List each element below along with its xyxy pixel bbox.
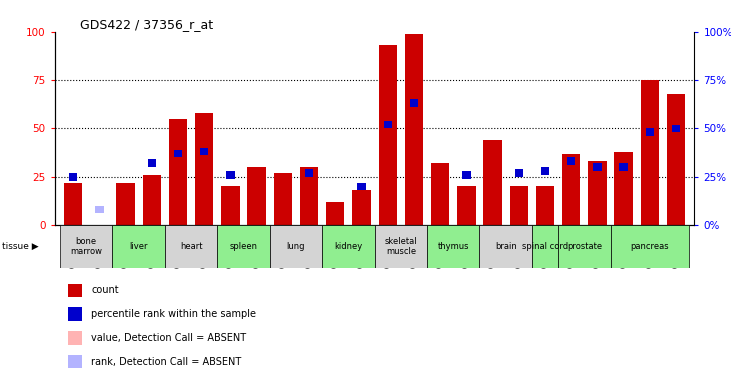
Bar [667, 94, 685, 225]
Text: kidney: kidney [334, 242, 363, 251]
Text: bone
marrow: bone marrow [70, 237, 102, 256]
Bar [410, 99, 418, 107]
Bar [588, 161, 607, 225]
Bar [169, 119, 187, 225]
Text: value, Detection Call = ABSENT: value, Detection Call = ABSENT [91, 333, 246, 343]
Bar [273, 173, 292, 225]
Bar [227, 171, 235, 178]
Bar [116, 183, 135, 225]
Bar [221, 186, 240, 225]
Bar [536, 186, 554, 225]
Bar [532, 225, 558, 268]
Bar [379, 45, 397, 225]
Bar [541, 167, 549, 175]
Bar [64, 183, 83, 225]
Bar [322, 225, 374, 268]
Bar [67, 308, 82, 321]
Bar [67, 331, 82, 345]
Bar [558, 225, 610, 268]
Bar [431, 163, 450, 225]
Text: tissue ▶: tissue ▶ [2, 242, 39, 251]
Bar [67, 284, 82, 297]
Bar [619, 163, 628, 171]
Bar [67, 355, 82, 368]
Text: spinal cord: spinal cord [522, 242, 568, 251]
Bar [357, 183, 366, 190]
Bar [615, 152, 633, 225]
Bar [326, 202, 344, 225]
Bar [143, 175, 161, 225]
Text: skeletal
muscle: skeletal muscle [385, 237, 417, 256]
Text: rank, Detection Call = ABSENT: rank, Detection Call = ABSENT [91, 357, 241, 367]
Bar [594, 163, 602, 171]
Bar [60, 225, 113, 268]
Text: lung: lung [287, 242, 306, 251]
Bar [645, 128, 654, 136]
Bar [305, 169, 314, 177]
Bar [270, 225, 322, 268]
Bar [483, 140, 501, 225]
Text: GDS422 / 37356_r_at: GDS422 / 37356_r_at [80, 18, 213, 31]
Bar [248, 167, 266, 225]
Bar [462, 171, 471, 178]
Bar [427, 225, 480, 268]
Bar [562, 153, 580, 225]
Text: spleen: spleen [230, 242, 257, 251]
Bar [672, 124, 681, 132]
Bar [510, 186, 528, 225]
Bar [95, 206, 104, 213]
Text: brain: brain [495, 242, 517, 251]
Text: percentile rank within the sample: percentile rank within the sample [91, 309, 257, 319]
Bar [165, 225, 217, 268]
Bar [195, 113, 213, 225]
Bar [610, 225, 689, 268]
Text: pancreas: pancreas [631, 242, 669, 251]
Bar [217, 225, 270, 268]
Bar [567, 158, 575, 165]
Bar [148, 159, 156, 167]
Bar [374, 225, 427, 268]
Text: count: count [91, 285, 119, 296]
Bar [384, 121, 392, 128]
Bar [457, 186, 476, 225]
Bar [174, 150, 182, 158]
Bar [480, 225, 532, 268]
Text: prostate: prostate [567, 242, 602, 251]
Text: liver: liver [129, 242, 148, 251]
Bar [113, 225, 165, 268]
Bar [405, 34, 423, 225]
Bar [352, 190, 371, 225]
Text: heart: heart [180, 242, 202, 251]
Bar [69, 173, 77, 181]
Bar [200, 148, 208, 156]
Text: thymus: thymus [438, 242, 469, 251]
Bar [640, 80, 659, 225]
Bar [300, 167, 318, 225]
Bar [515, 169, 523, 177]
